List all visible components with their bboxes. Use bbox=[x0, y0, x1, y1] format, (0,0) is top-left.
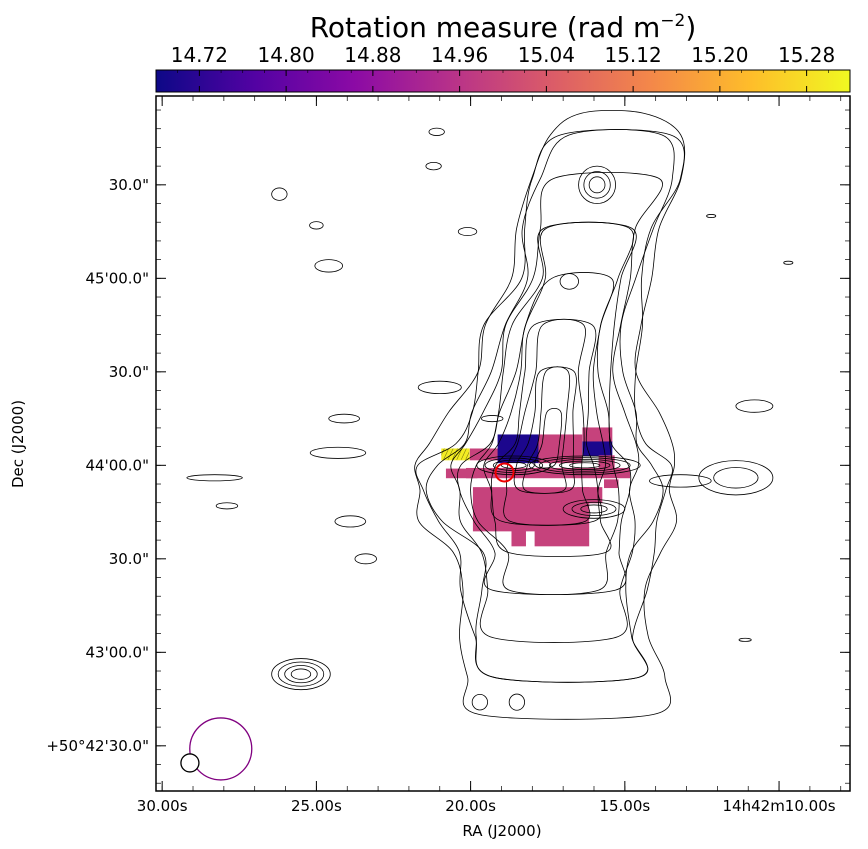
host-position-marker bbox=[494, 462, 515, 483]
contour-blob bbox=[738, 637, 752, 642]
plot-frame bbox=[155, 95, 851, 792]
contour-blob bbox=[309, 446, 367, 459]
contour-blob bbox=[186, 474, 243, 482]
colorbar-tick-label: 14.96 bbox=[431, 43, 488, 67]
rm-pixel-hatch bbox=[441, 448, 470, 460]
contour-blob bbox=[271, 658, 331, 691]
rm-pixel bbox=[582, 441, 613, 457]
rm-pixel bbox=[582, 427, 613, 443]
contour-blob bbox=[425, 161, 442, 171]
x-tick-label: 15.00s bbox=[599, 797, 650, 815]
contour-blob bbox=[706, 214, 717, 218]
contour-blob bbox=[215, 502, 239, 510]
colorbar-tick-label: 15.28 bbox=[778, 43, 835, 67]
contour-blob bbox=[783, 260, 794, 265]
colorbar-tick-label: 14.88 bbox=[344, 43, 401, 67]
colorbar-gradient bbox=[155, 69, 851, 93]
y-tick-label: 43'00.0" bbox=[85, 643, 149, 661]
contour-level bbox=[503, 318, 591, 526]
contour-blob bbox=[588, 176, 606, 194]
colorbar-tick-label: 14.72 bbox=[171, 43, 228, 67]
x-tick-label: 14h42m10.00s bbox=[723, 797, 836, 815]
image-panel: 30.00s 25.00s 20.00s 15.00s 14h42m10.00s +50°… bbox=[46, 95, 851, 815]
contour-blob bbox=[277, 661, 325, 687]
colorbar-tick-label: 15.20 bbox=[691, 43, 748, 67]
colorbar: 14.72 14.80 14.88 14.96 15.04 15.12 15.20 15.28 bbox=[155, 43, 851, 93]
y-tick-label: 44'00.0" bbox=[85, 456, 149, 474]
rm-pixel bbox=[534, 530, 590, 547]
contour-blob bbox=[713, 467, 759, 489]
contour-blob bbox=[354, 553, 377, 565]
contour-blob bbox=[271, 187, 288, 201]
beam-small bbox=[180, 753, 200, 773]
contour-blob bbox=[481, 415, 504, 423]
y-axis-title: Dec (J2000) bbox=[9, 400, 27, 488]
contour-level bbox=[522, 366, 571, 494]
contour-blob bbox=[649, 474, 712, 488]
y-tick-label: 45'00.0" bbox=[85, 269, 149, 287]
contour-blob bbox=[314, 259, 344, 273]
contour-blob bbox=[290, 668, 312, 680]
contour-blob bbox=[559, 460, 611, 470]
colorbar-tick-label: 15.12 bbox=[604, 43, 661, 67]
contour-blob bbox=[501, 461, 527, 469]
contour-blob bbox=[578, 165, 616, 204]
rm-pixel bbox=[511, 530, 526, 547]
contour-level bbox=[534, 408, 563, 469]
axis-ticks: 30.00s 25.00s 20.00s 15.00s 14h42m10.00s +50°… bbox=[46, 96, 850, 815]
marker-layer bbox=[180, 462, 515, 781]
contour-blob bbox=[508, 693, 525, 711]
contour-blob bbox=[583, 171, 611, 199]
x-tick-label: 30.00s bbox=[137, 797, 188, 815]
contour-level bbox=[425, 129, 675, 683]
contour-blob bbox=[538, 457, 631, 474]
colorbar-tick-label: 15.04 bbox=[518, 43, 575, 67]
contour-blob bbox=[528, 455, 641, 476]
contour-layer bbox=[186, 110, 794, 720]
rm-pixel bbox=[465, 467, 631, 479]
contour-blob bbox=[334, 515, 367, 528]
rm-pixel bbox=[604, 479, 619, 489]
contour-level bbox=[450, 172, 663, 643]
contour-level bbox=[470, 221, 635, 596]
y-tick-label: 30.0" bbox=[109, 363, 149, 381]
contour-blob bbox=[562, 499, 626, 519]
rm-pixel bbox=[472, 487, 590, 532]
contour-blob bbox=[457, 227, 478, 237]
contour-blob bbox=[284, 665, 318, 684]
contour-blob bbox=[698, 460, 774, 496]
beam-large bbox=[189, 717, 253, 781]
rm-pixel bbox=[445, 468, 478, 479]
contour-blob bbox=[580, 504, 608, 514]
contour-blob bbox=[571, 501, 617, 517]
colorbar-ticks: 14.72 14.80 14.88 14.96 15.04 15.12 15.20 15.28 bbox=[155, 43, 851, 92]
x-tick-label: 25.00s bbox=[291, 797, 342, 815]
contour-blob bbox=[559, 273, 579, 290]
x-axis-title: RA (J2000) bbox=[462, 822, 541, 840]
contour-blob bbox=[428, 127, 445, 136]
contour-blob bbox=[328, 413, 360, 424]
y-tick-label: 30.0" bbox=[109, 550, 149, 568]
rm-pixel-layer bbox=[441, 427, 631, 547]
contour-blob bbox=[549, 458, 621, 472]
contour-level bbox=[513, 366, 577, 494]
contour-blob bbox=[735, 399, 774, 413]
contour-blob bbox=[309, 221, 324, 230]
chart-title: Rotation measure (rad m−2) bbox=[310, 11, 697, 44]
contour-level bbox=[456, 221, 637, 596]
contour-level bbox=[414, 110, 686, 720]
contour-blob bbox=[471, 693, 488, 711]
colorbar-tick-label: 14.80 bbox=[257, 43, 314, 67]
x-tick-label: 20.00s bbox=[445, 797, 496, 815]
y-tick-label: +50°42'30.0" bbox=[46, 737, 149, 755]
contour-level bbox=[415, 129, 685, 683]
contour-level bbox=[490, 318, 603, 526]
y-tick-label: 30.0" bbox=[109, 176, 149, 194]
contour-blob bbox=[569, 462, 601, 469]
contour-blob bbox=[417, 380, 462, 395]
